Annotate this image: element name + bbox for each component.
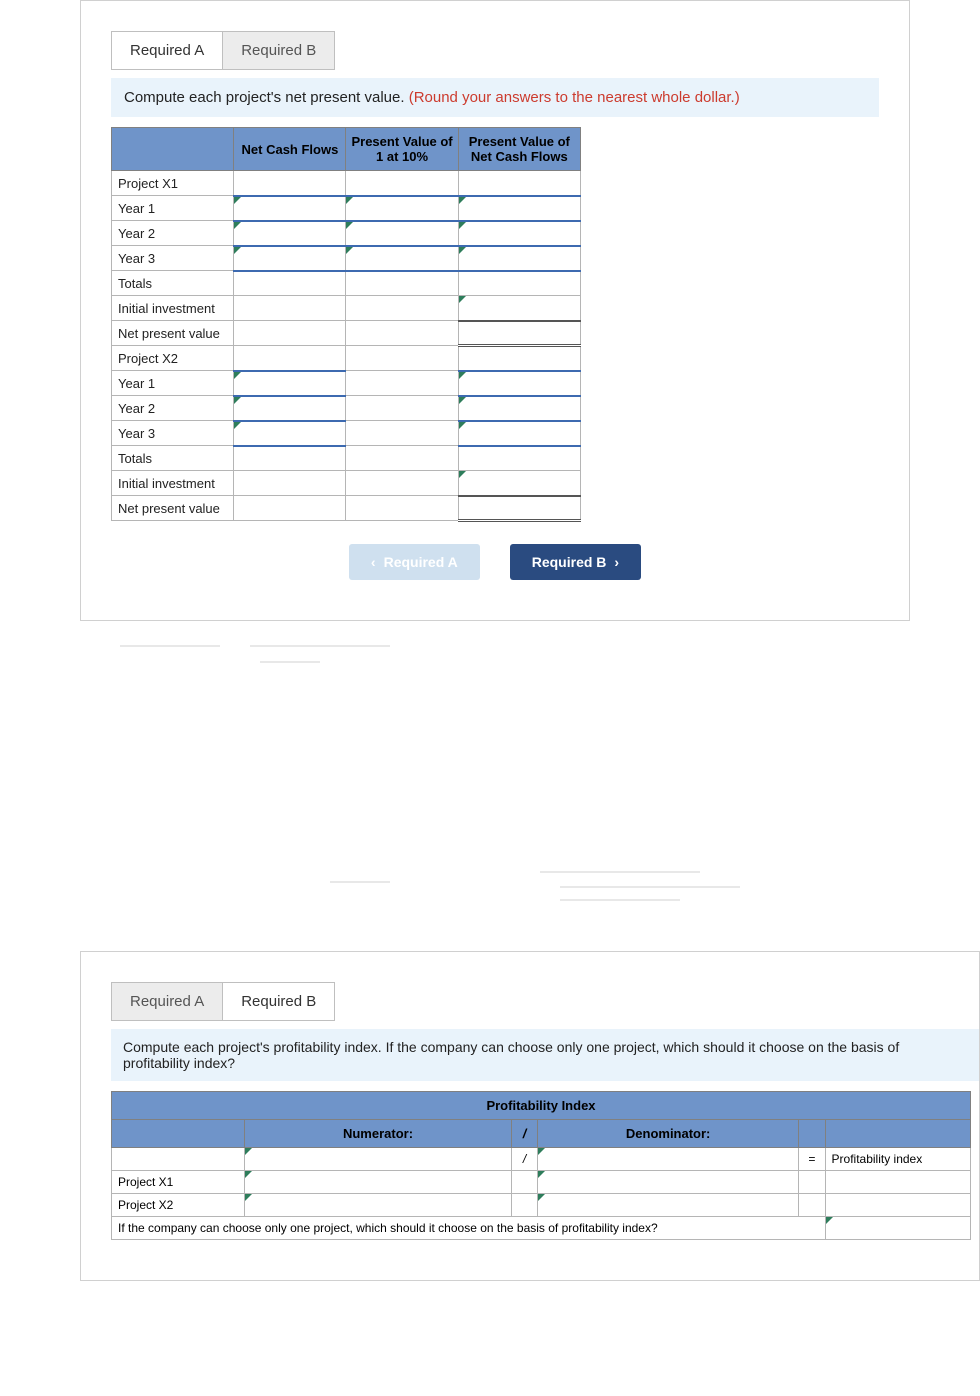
prof-question: If the company can choose only one proje… — [112, 1217, 826, 1240]
prev-button: ‹ Required A — [349, 544, 480, 580]
x2-init-input[interactable] — [458, 471, 580, 496]
row-project-x1: Project X1 — [112, 171, 234, 196]
prof-x2-row: Project X2 — [112, 1194, 971, 1217]
header-pv-factor: Present Value of 1 at 10% — [346, 128, 458, 171]
next-button-label: Required B — [532, 554, 607, 570]
x1-y2-pvf-input[interactable] — [346, 221, 458, 246]
x1-tot-ncf — [234, 271, 346, 296]
prof-x1-result — [825, 1171, 970, 1194]
prof-formula-row: / = Profitability index — [112, 1148, 971, 1171]
header-pv-ncf: Present Value of Net Cash Flows — [458, 128, 580, 171]
instruction-text: Compute each project's net present value… — [111, 78, 879, 117]
row-x1-initial: Initial investment — [112, 296, 234, 321]
prof-title-row: Profitability Index — [112, 1092, 971, 1120]
artifact — [560, 899, 680, 901]
artifact — [540, 871, 700, 873]
row-x2-year1: Year 1 — [112, 371, 234, 396]
x1-y2-pvncf-input[interactable] — [458, 221, 580, 246]
x2-y1-ncf-input[interactable] — [234, 371, 346, 396]
x1-tot-pvncf — [458, 271, 580, 296]
prof-x2-result — [825, 1194, 970, 1217]
gap-zone — [0, 621, 980, 951]
panel-required-b: Required A Required B Compute each proje… — [80, 951, 980, 1281]
prof-eq-header — [798, 1120, 825, 1148]
x2-y2-pvncf-input[interactable] — [458, 396, 580, 421]
tab-required-a[interactable]: Required A — [111, 31, 223, 70]
row-x2-npv: Net present value — [112, 496, 234, 521]
x1-y2-ncf-input[interactable] — [234, 221, 346, 246]
nav-row: ‹ Required A Required B › — [111, 544, 879, 580]
prof-result-header — [825, 1120, 970, 1148]
row-x2-year2: Year 2 — [112, 396, 234, 421]
prev-button-label: Required A — [384, 554, 458, 570]
row-x1-totals: Totals — [112, 271, 234, 296]
x1-npv-cell — [458, 321, 580, 346]
row-x2-year3: Year 3 — [112, 421, 234, 446]
artifact — [260, 661, 320, 663]
header-row: Net Cash Flows Present Value of 1 at 10%… — [112, 128, 581, 171]
x1-y3-ncf-input[interactable] — [234, 246, 346, 271]
prof-choice-input[interactable] — [825, 1217, 970, 1240]
instruction-rounding-note: (Round your answers to the nearest whole… — [409, 89, 740, 106]
x1-init-input[interactable] — [458, 296, 580, 321]
prof-blank — [112, 1120, 245, 1148]
row-x1-year3: Year 3 — [112, 246, 234, 271]
x1-y3-pvf-input[interactable] — [346, 246, 458, 271]
panel-required-a: Required A Required B Compute each proje… — [80, 0, 910, 621]
prof-slash: / — [511, 1148, 538, 1171]
prof-x1-row: Project X1 — [112, 1171, 971, 1194]
prof-x1-label: Project X1 — [112, 1171, 245, 1194]
prof-numerator-header: Numerator: — [245, 1120, 512, 1148]
prof-slash-header: / — [511, 1120, 538, 1148]
x1-y1-pvncf-input[interactable] — [458, 196, 580, 221]
next-button[interactable]: Required B › — [510, 544, 641, 580]
tab2-required-b[interactable]: Required B — [223, 982, 335, 1021]
header-blank — [112, 128, 234, 171]
prof-denominator-header: Denominator: — [538, 1120, 798, 1148]
artifact — [120, 645, 220, 647]
x2-tot-ncf — [234, 446, 346, 471]
tab2-required-a[interactable]: Required A — [111, 982, 223, 1021]
tab-bar: Required A Required B — [111, 31, 879, 70]
prof-eq: = — [798, 1148, 825, 1171]
row-x1-npv: Net present value — [112, 321, 234, 346]
prof-x2-num-input[interactable] — [245, 1194, 512, 1217]
tab-bar-2: Required A Required B — [111, 982, 979, 1021]
row-x2-initial: Initial investment — [112, 471, 234, 496]
x2-y3-pvncf-input[interactable] — [458, 421, 580, 446]
x2-tot-pvncf — [458, 446, 580, 471]
npv-table: Net Cash Flows Present Value of 1 at 10%… — [111, 127, 581, 522]
artifact — [330, 881, 390, 883]
artifact — [560, 886, 740, 888]
prof-result-label: Profitability index — [825, 1148, 970, 1171]
x1-y1-ncf-input[interactable] — [234, 196, 346, 221]
x2-npv-cell — [458, 496, 580, 521]
row-x2-totals: Totals — [112, 446, 234, 471]
x1-y3-pvncf-input[interactable] — [458, 246, 580, 271]
instruction-text-2: Compute each project's profitability ind… — [111, 1029, 979, 1081]
prof-numerator-select[interactable] — [245, 1148, 512, 1171]
prof-x1-den-input[interactable] — [538, 1171, 798, 1194]
x2-y1-pvncf-input[interactable] — [458, 371, 580, 396]
chevron-right-icon: › — [614, 554, 619, 570]
instruction-main: Compute each project's net present value… — [124, 89, 409, 106]
artifact — [250, 645, 390, 647]
chevron-left-icon: ‹ — [371, 554, 376, 570]
row-project-x2: Project X2 — [112, 346, 234, 371]
x1-y1-pvf-input[interactable] — [346, 196, 458, 221]
x2-y3-ncf-input[interactable] — [234, 421, 346, 446]
prof-x2-den-input[interactable] — [538, 1194, 798, 1217]
prof-title: Profitability Index — [112, 1092, 971, 1120]
header-net-cash: Net Cash Flows — [234, 128, 346, 171]
x2-y2-ncf-input[interactable] — [234, 396, 346, 421]
prof-x1-num-input[interactable] — [245, 1171, 512, 1194]
prof-header-row: Numerator: / Denominator: — [112, 1120, 971, 1148]
profitability-table: Profitability Index Numerator: / Denomin… — [111, 1091, 971, 1240]
tab-required-b[interactable]: Required B — [223, 31, 335, 70]
row-x1-year2: Year 2 — [112, 221, 234, 246]
row-x1-year1: Year 1 — [112, 196, 234, 221]
prof-x2-label: Project X2 — [112, 1194, 245, 1217]
prof-denominator-select[interactable] — [538, 1148, 798, 1171]
prof-question-row: If the company can choose only one proje… — [112, 1217, 971, 1240]
